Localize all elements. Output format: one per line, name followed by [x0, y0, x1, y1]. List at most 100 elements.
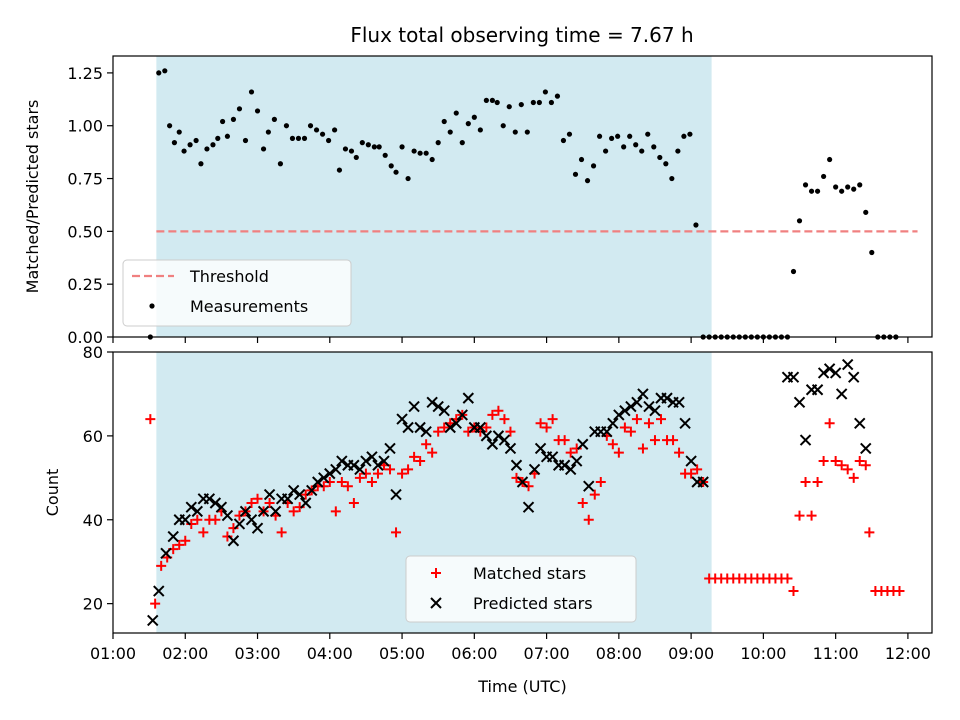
legend-box: [122, 259, 352, 327]
data-point: [242, 137, 249, 144]
data-point: [215, 135, 221, 141]
data-point: [239, 505, 252, 518]
data-point: [423, 150, 429, 156]
data-point: [318, 481, 329, 492]
data-point: [293, 488, 306, 501]
data-point: [796, 218, 803, 224]
x-tick-label: 05:00: [379, 644, 425, 663]
y-tick-label: 1.00: [67, 117, 103, 136]
data-point: [817, 367, 830, 379]
data-point: [301, 135, 308, 141]
data-point: [186, 518, 197, 529]
data-point: [167, 530, 179, 543]
data-point: [171, 140, 178, 146]
data-point: [365, 142, 371, 148]
data-point: [348, 459, 360, 471]
data-point: [376, 144, 382, 150]
data-point: [372, 468, 383, 479]
data-point: [577, 497, 588, 508]
data-point: [565, 447, 576, 458]
data-point: [583, 514, 594, 525]
data-point: [864, 527, 875, 538]
data-point: [477, 127, 483, 133]
data-point: [522, 501, 535, 513]
data-point: [300, 489, 311, 500]
data-point: [673, 396, 685, 409]
data-point: [857, 182, 863, 188]
data-point: [162, 68, 168, 74]
bottom-panel: 20 40 60 80 01:00 02:00 03:00 04:00 05:00 06:00 07…: [43, 343, 933, 696]
data-point: [674, 447, 685, 458]
legend: Matched stars Predicted stars: [405, 555, 637, 623]
data-point: [806, 510, 817, 521]
data-point: [210, 142, 216, 148]
data-point: [542, 89, 548, 95]
data-point: [348, 497, 359, 508]
legend-predicted-swatch: [430, 597, 442, 609]
data-point: [313, 127, 320, 133]
data-point: [830, 456, 841, 467]
data-point: [787, 371, 800, 383]
data-point: [227, 535, 240, 547]
data-point: [397, 468, 408, 479]
data-point: [281, 493, 294, 505]
y-tick-label: 1.25: [67, 64, 103, 83]
data-point: [260, 146, 267, 152]
data-point: [372, 459, 384, 471]
data-point: [399, 144, 405, 150]
data-point: [584, 178, 591, 184]
data-point: [821, 173, 827, 180]
data-point: [631, 396, 643, 409]
data-point: [193, 137, 199, 144]
data-point: [583, 480, 595, 492]
data-point: [312, 476, 324, 488]
x-tick-label: 10:00: [740, 644, 786, 663]
data-point: [645, 131, 651, 137]
data-point: [500, 123, 506, 129]
data-point: [523, 481, 534, 492]
data-point: [234, 510, 245, 521]
data-point: [252, 493, 263, 504]
data-point: [354, 472, 365, 483]
data-point: [504, 442, 517, 455]
data-point: [429, 156, 435, 163]
data-point: [224, 133, 231, 139]
data-point: [342, 481, 353, 492]
data-point: [336, 477, 347, 488]
data-point: [631, 414, 642, 425]
data-point: [414, 421, 426, 434]
series-predicted-stars: [147, 358, 872, 627]
data-point: [633, 142, 639, 148]
data-point: [833, 184, 839, 190]
x-tick-label: 02:00: [162, 644, 208, 663]
data-point: [639, 148, 645, 154]
legend-box: [405, 555, 637, 623]
data-point: [438, 405, 450, 417]
data-point: [348, 148, 355, 154]
data-point: [426, 396, 438, 409]
y-axis-label: Count: [43, 469, 62, 517]
data-point: [494, 99, 500, 106]
data-point: [167, 123, 173, 129]
data-point: [687, 131, 693, 137]
series-measurements: [147, 68, 899, 340]
data-point: [147, 614, 159, 627]
data-point: [841, 358, 854, 371]
data-point: [692, 464, 703, 475]
data-point: [615, 133, 621, 139]
data-point: [265, 129, 271, 135]
data-point: [554, 93, 561, 99]
data-point: [336, 167, 343, 173]
data-point: [649, 405, 661, 417]
data-point: [294, 502, 305, 513]
data-point: [336, 455, 348, 467]
y-tick-label: 20: [83, 595, 103, 614]
data-point: [257, 505, 270, 518]
data-point: [869, 249, 875, 256]
data-point: [295, 135, 302, 141]
data-point: [233, 518, 246, 530]
data-point: [191, 505, 204, 518]
data-point: [854, 417, 866, 430]
data-point: [498, 434, 511, 446]
data-point: [391, 527, 402, 538]
